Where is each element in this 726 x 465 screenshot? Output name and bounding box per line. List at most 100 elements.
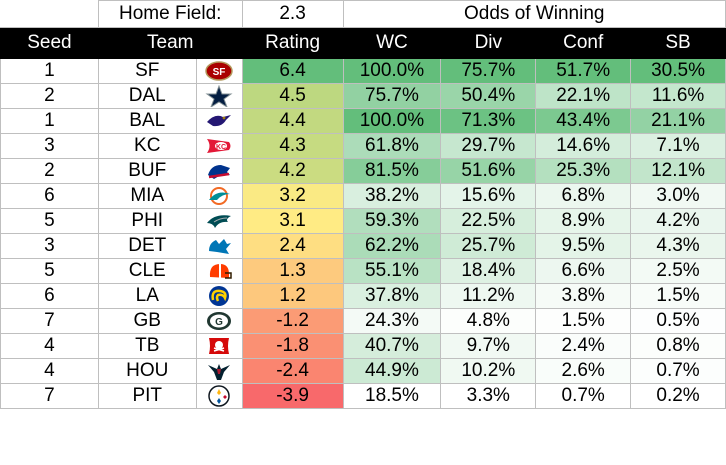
table-row: 6 LA 1.2 37.8% 11.2% 3.8% 1.5% — [0, 283, 726, 309]
table-row: 5 PHI 3.1 59.3% 22.5% 8.9% 4.2% — [0, 208, 726, 234]
wc-cell: 55.1% — [342, 258, 442, 284]
wc-cell: 44.9% — [342, 358, 442, 384]
sb-cell: 30.5% — [630, 58, 726, 84]
header-conf: Conf — [535, 27, 632, 59]
wc-cell: 37.8% — [342, 283, 442, 309]
steelers-logo-icon — [197, 385, 241, 408]
odds-of-winning-label: Odds of Winning — [342, 0, 726, 28]
logo-cell — [195, 283, 243, 309]
sb-cell: 1.5% — [630, 283, 726, 309]
conf-cell: 43.4% — [535, 108, 632, 134]
div-cell: 11.2% — [440, 283, 537, 309]
table-row: 3 DET 2.4 62.2% 25.7% 9.5% 4.3% — [0, 233, 726, 259]
rating-cell: 3.2 — [241, 183, 344, 209]
team-cell: MIA — [97, 183, 197, 209]
seed-cell: 1 — [0, 58, 99, 84]
seed-cell: 7 — [0, 383, 99, 409]
rating-cell: -2.4 — [241, 358, 344, 384]
div-cell: 4.8% — [440, 308, 537, 334]
rating-cell: 3.1 — [241, 208, 344, 234]
wc-cell: 75.7% — [342, 83, 442, 109]
svg-text:KC: KC — [216, 144, 226, 151]
sb-cell: 0.2% — [630, 383, 726, 409]
logo-cell: SF — [195, 58, 243, 84]
conf-cell: 51.7% — [535, 58, 632, 84]
sb-cell: 0.8% — [630, 333, 726, 359]
conf-cell: 14.6% — [535, 133, 632, 159]
header-wc: WC — [342, 27, 442, 59]
table-row: 7 PIT -3.9 18.5% 3.3% 0.7% 0.2% — [0, 383, 726, 409]
rating-cell: 4.3 — [241, 133, 344, 159]
div-cell: 18.4% — [440, 258, 537, 284]
conf-cell: 1.5% — [535, 308, 632, 334]
sb-cell: 2.5% — [630, 258, 726, 284]
rating-cell: 2.4 — [241, 233, 344, 259]
logo-cell — [195, 258, 243, 284]
team-cell: HOU — [97, 358, 197, 384]
team-cell: LA — [97, 283, 197, 309]
conf-cell: 9.5% — [535, 233, 632, 259]
header-sb: SB — [630, 27, 726, 59]
conf-cell: 3.8% — [535, 283, 632, 309]
rating-cell: -1.2 — [241, 308, 344, 334]
svg-text:SF: SF — [213, 67, 226, 78]
sb-cell: 12.1% — [630, 158, 726, 184]
wc-cell: 81.5% — [342, 158, 442, 184]
conf-cell: 25.3% — [535, 158, 632, 184]
logo-cell — [195, 183, 243, 209]
seed-cell: 1 — [0, 108, 99, 134]
table-row: 7 GB G -1.2 24.3% 4.8% 1.5% 0.5% — [0, 308, 726, 334]
logo-cell — [195, 208, 243, 234]
logo-cell — [195, 108, 243, 134]
rating-cell: -1.8 — [241, 333, 344, 359]
wc-cell: 61.8% — [342, 133, 442, 159]
sb-cell: 3.0% — [630, 183, 726, 209]
conf-cell: 6.8% — [535, 183, 632, 209]
top-info-row: Home Field: 2.3 Odds of Winning — [0, 0, 726, 28]
team-cell: SF — [97, 58, 197, 84]
wc-cell: 100.0% — [342, 108, 442, 134]
wc-cell: 59.3% — [342, 208, 442, 234]
div-cell: 29.7% — [440, 133, 537, 159]
dolphins-logo-icon — [197, 185, 241, 208]
buccaneers-flag-logo-icon — [197, 335, 241, 358]
table-row: 1 SF SF 6.4 100.0% 75.7% 51.7% 30.5% — [0, 58, 726, 84]
sb-cell: 0.7% — [630, 358, 726, 384]
div-cell: 25.7% — [440, 233, 537, 259]
ravens-logo-icon — [197, 110, 241, 133]
rams-horn-logo-icon — [197, 285, 241, 308]
column-header-row: Seed Team Rating WC Div Conf SB — [0, 27, 726, 59]
team-cell: BAL — [97, 108, 197, 134]
seed-cell: 5 — [0, 258, 99, 284]
browns-helmet-logo-icon — [197, 260, 241, 283]
wc-cell: 62.2% — [342, 233, 442, 259]
team-cell: DAL — [97, 83, 197, 109]
sb-cell: 21.1% — [630, 108, 726, 134]
sb-cell: 4.3% — [630, 233, 726, 259]
table-row: 3 KC KC 4.3 61.8% 29.7% 14.6% 7.1% — [0, 133, 726, 159]
header-div: Div — [440, 27, 537, 59]
seed-cell: 3 — [0, 133, 99, 159]
seed-cell: 4 — [0, 358, 99, 384]
logo-cell — [195, 383, 243, 409]
div-cell: 71.3% — [440, 108, 537, 134]
logo-cell — [195, 158, 243, 184]
seed-cell: 6 — [0, 283, 99, 309]
table-row: 1 BAL 4.4 100.0% 71.3% 43.4% 21.1% — [0, 108, 726, 134]
home-field-label: Home Field: — [97, 0, 243, 28]
team-cell: TB — [97, 333, 197, 359]
conf-cell: 6.6% — [535, 258, 632, 284]
seed-cell: 2 — [0, 83, 99, 109]
lions-logo-icon — [197, 235, 241, 258]
eagles-logo-icon — [197, 210, 241, 233]
div-cell: 75.7% — [440, 58, 537, 84]
sb-cell: 0.5% — [630, 308, 726, 334]
conf-cell: 2.4% — [535, 333, 632, 359]
logo-cell — [195, 358, 243, 384]
conf-cell: 8.9% — [535, 208, 632, 234]
sb-cell: 7.1% — [630, 133, 726, 159]
team-cell: BUF — [97, 158, 197, 184]
table-row: 5 CLE 1.3 55.1% 18.4% 6.6% 2.5% — [0, 258, 726, 284]
home-field-value: 2.3 — [241, 0, 344, 28]
table-row: 6 MIA 3.2 38.2% 15.6% 6.8% 3.0% — [0, 183, 726, 209]
